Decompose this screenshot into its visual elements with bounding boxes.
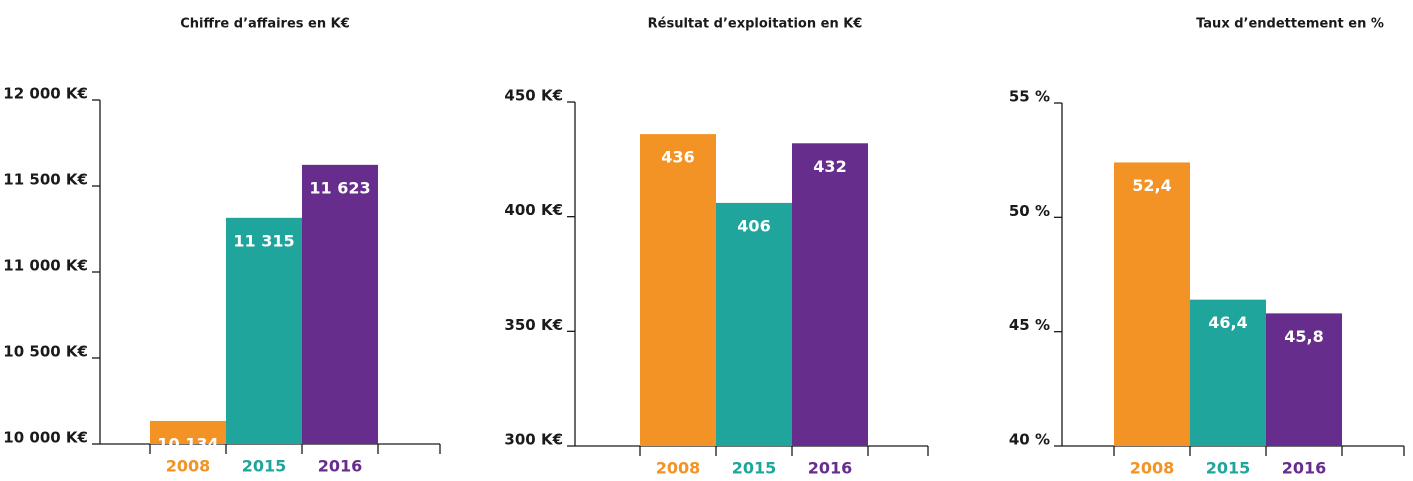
x-tick-label: 2008 xyxy=(166,457,211,476)
y-tick-label: 45 % xyxy=(1009,316,1050,334)
x-tick-label: 2015 xyxy=(732,459,777,478)
bar xyxy=(640,134,716,446)
y-tick-label: 11 000 K€ xyxy=(3,257,88,275)
y-tick-label: 450 K€ xyxy=(504,87,563,105)
x-tick-label: 2016 xyxy=(318,457,363,476)
y-tick-label: 12 000 K€ xyxy=(3,85,88,103)
bar xyxy=(1190,299,1266,446)
bar xyxy=(716,202,792,446)
x-tick-label: 2008 xyxy=(656,459,701,478)
y-tick-label: 350 K€ xyxy=(504,316,563,334)
y-tick-label: 11 500 K€ xyxy=(3,171,88,189)
bar xyxy=(226,217,302,444)
bar xyxy=(1266,313,1342,446)
value-label: 406 xyxy=(737,216,770,235)
x-tick-label: 2008 xyxy=(1130,459,1175,478)
y-tick-label: 10 000 K€ xyxy=(3,429,88,447)
y-tick-label: 300 K€ xyxy=(504,431,563,449)
chart-title: Chiffre d’affaires en K€ xyxy=(180,17,350,32)
bar xyxy=(792,143,868,446)
value-label: 45,8 xyxy=(1284,327,1323,346)
value-label: 436 xyxy=(661,148,694,167)
y-tick-label: 10 500 K€ xyxy=(3,343,88,361)
value-label: 432 xyxy=(813,157,846,176)
x-tick-label: 2015 xyxy=(242,457,287,476)
y-tick-label: 50 % xyxy=(1009,202,1050,220)
y-tick-label: 55 % xyxy=(1009,88,1050,106)
value-label: 11 623 xyxy=(309,178,370,197)
y-tick-label: 40 % xyxy=(1009,431,1050,449)
bar xyxy=(302,164,378,444)
value-label: 46,4 xyxy=(1208,313,1247,332)
y-tick-label: 400 K€ xyxy=(504,201,563,219)
value-label: 10 134 xyxy=(157,434,218,453)
x-tick-label: 2015 xyxy=(1206,459,1251,478)
bar xyxy=(150,420,226,444)
chart-title: Résultat d’exploitation en K€ xyxy=(648,17,863,32)
x-tick-label: 2016 xyxy=(808,459,853,478)
bar xyxy=(1114,162,1190,446)
chart-title: Taux d’endettement en % xyxy=(1196,17,1384,32)
value-label: 11 315 xyxy=(233,231,294,250)
x-tick-label: 2016 xyxy=(1282,459,1327,478)
value-label: 52,4 xyxy=(1132,176,1171,195)
